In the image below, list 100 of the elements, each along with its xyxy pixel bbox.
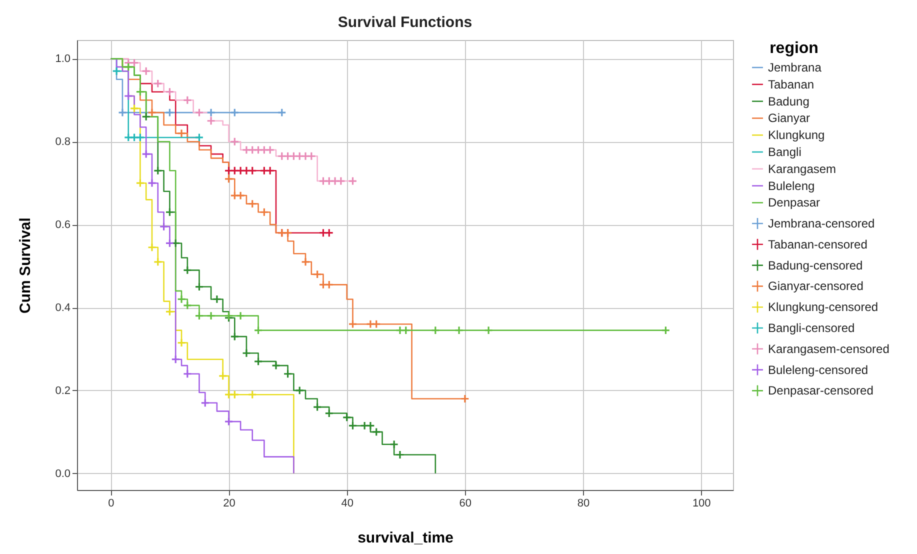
point xyxy=(248,145,257,154)
point xyxy=(200,398,210,408)
point xyxy=(182,266,192,275)
point xyxy=(318,228,328,238)
legend-label: Tabanan-censored xyxy=(768,237,868,252)
point xyxy=(236,166,246,176)
point xyxy=(182,369,192,378)
point xyxy=(336,176,346,186)
point xyxy=(130,104,139,113)
point xyxy=(318,280,328,290)
legend-label: Karangasem-censored xyxy=(768,342,890,356)
point xyxy=(248,199,257,208)
legend-label: Gianyar-censored xyxy=(768,279,864,294)
point xyxy=(254,326,263,335)
point xyxy=(312,402,322,412)
point xyxy=(312,270,322,279)
legend-label: Badung-censored xyxy=(768,258,863,272)
point xyxy=(348,320,358,329)
point xyxy=(212,294,222,304)
point xyxy=(130,132,139,142)
point xyxy=(254,145,263,154)
point xyxy=(136,178,145,188)
point xyxy=(348,176,358,186)
point xyxy=(372,320,381,329)
legend-label: Badung xyxy=(768,94,810,108)
point xyxy=(218,371,228,380)
legend-title: region xyxy=(770,40,818,57)
y-tick-label: 0.8 xyxy=(55,136,70,148)
point xyxy=(194,132,204,142)
point xyxy=(248,390,257,400)
x-axis-title: survival_time xyxy=(358,530,454,546)
point xyxy=(165,208,174,217)
point xyxy=(136,87,145,96)
point xyxy=(182,96,192,105)
point xyxy=(230,332,240,342)
point xyxy=(360,421,370,430)
point xyxy=(153,79,162,88)
point xyxy=(147,108,156,118)
point xyxy=(230,191,240,200)
point xyxy=(130,58,139,68)
legend-label: Karangasem xyxy=(768,162,836,176)
point xyxy=(142,66,151,76)
point xyxy=(266,166,275,176)
x-tick-label: 20 xyxy=(223,498,236,510)
point xyxy=(153,257,162,266)
point xyxy=(242,348,251,358)
point xyxy=(242,166,251,176)
point xyxy=(248,166,257,176)
point xyxy=(230,390,240,400)
point xyxy=(324,408,334,418)
point xyxy=(260,208,269,217)
point xyxy=(330,176,340,186)
chart-title: Survival Functions xyxy=(338,14,472,31)
point xyxy=(206,311,216,320)
point xyxy=(283,369,292,378)
point xyxy=(142,112,151,122)
point xyxy=(136,132,145,142)
legend-label: Jembrana xyxy=(768,60,822,74)
point xyxy=(165,238,174,248)
legend-label: Bangli xyxy=(768,145,802,159)
point xyxy=(484,326,494,335)
point xyxy=(271,361,280,370)
legend-label: Tabanan xyxy=(768,77,814,92)
point xyxy=(194,108,204,118)
point xyxy=(224,174,234,184)
y-tick-label: 1.0 xyxy=(55,53,70,66)
point xyxy=(159,222,168,232)
point xyxy=(460,394,470,404)
point xyxy=(454,326,464,335)
point xyxy=(124,62,133,72)
y-tick-label: 0.4 xyxy=(55,302,70,314)
point xyxy=(147,242,156,252)
point xyxy=(147,178,156,188)
point xyxy=(224,166,234,176)
legend-label: Jembrana-censored xyxy=(768,216,875,230)
y-tick-label: 0.6 xyxy=(55,219,70,232)
legend-label: Klungkung xyxy=(768,128,825,142)
point xyxy=(301,152,310,161)
point xyxy=(277,152,286,161)
point xyxy=(177,128,186,138)
point xyxy=(224,390,234,400)
legend-label: Buleleng-censored xyxy=(768,362,868,377)
point xyxy=(206,116,216,126)
y-tick-label: 0.0 xyxy=(55,468,70,480)
point xyxy=(194,282,204,292)
point xyxy=(295,386,304,395)
point xyxy=(171,354,180,364)
point xyxy=(430,326,440,335)
point xyxy=(236,311,246,320)
y-axis-title: Cum Survival xyxy=(17,218,34,314)
point xyxy=(301,257,310,266)
point xyxy=(153,166,162,176)
legend-label: Bangli-censored xyxy=(768,321,855,335)
point xyxy=(289,152,298,161)
point xyxy=(112,66,122,76)
x-tick-label: 40 xyxy=(341,498,354,510)
point xyxy=(324,228,334,238)
point xyxy=(165,307,174,316)
point xyxy=(266,145,275,154)
y-tick-label: 0.2 xyxy=(55,384,70,397)
